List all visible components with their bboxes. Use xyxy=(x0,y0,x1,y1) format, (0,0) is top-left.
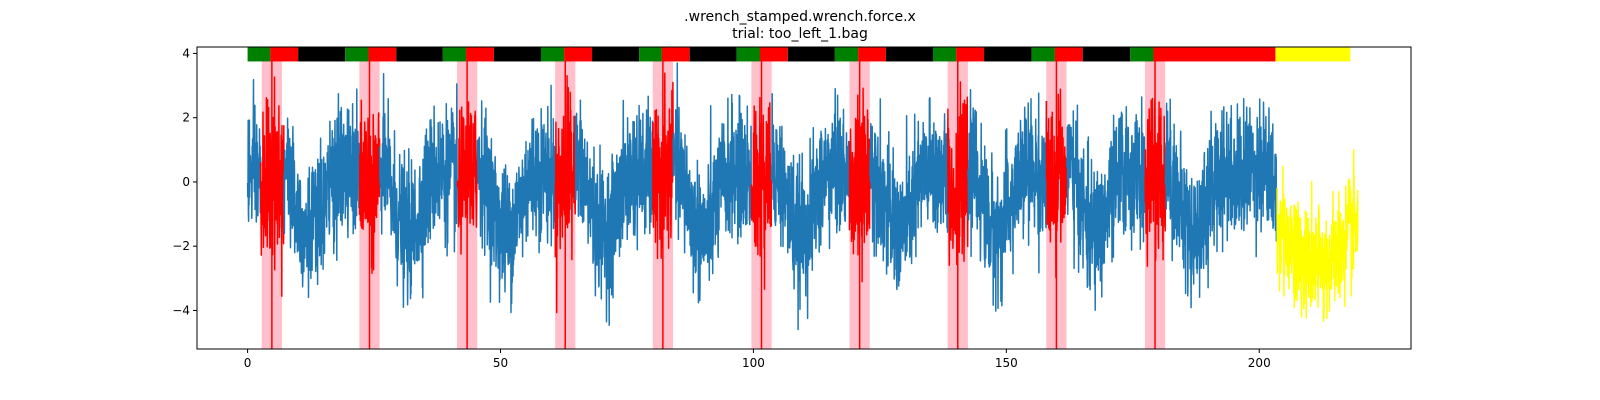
signal-line-1 xyxy=(246,79,262,223)
signal-line-19 xyxy=(1065,96,1146,312)
tail-line-22 xyxy=(1276,148,1359,323)
phase-black-1 xyxy=(298,47,346,62)
signal-line-7 xyxy=(476,84,557,314)
phase-green-1 xyxy=(247,47,271,62)
x-tick-label-100: 100 xyxy=(742,356,765,370)
y-tick-label--4: −4 xyxy=(172,303,190,317)
phase-red-10 xyxy=(1153,47,1276,62)
phase-green-10 xyxy=(1130,47,1154,62)
phase-red-7 xyxy=(858,47,886,62)
phase-green-7 xyxy=(834,47,859,62)
phase-yellow xyxy=(1275,47,1351,62)
phase-green-5 xyxy=(639,47,662,62)
signal-line-5 xyxy=(378,72,458,309)
phase-green-6 xyxy=(736,47,760,62)
phase-bar xyxy=(247,47,1351,62)
phase-red-9 xyxy=(1054,47,1083,62)
plot-frame xyxy=(196,46,1412,350)
phase-red-5 xyxy=(661,47,690,62)
signal-line-17 xyxy=(967,89,1048,312)
phase-black-8 xyxy=(984,47,1032,62)
phase-black-4 xyxy=(592,47,640,62)
signal-line-3 xyxy=(283,88,361,299)
y-tick-label-4: 4 xyxy=(182,46,190,60)
x-tick-label-0: 0 xyxy=(244,356,252,370)
phase-green-4 xyxy=(540,47,565,62)
phase-red-3 xyxy=(466,47,494,62)
phase-green-8 xyxy=(932,47,957,62)
y-tick-label--2: −2 xyxy=(172,239,190,253)
phase-red-4 xyxy=(564,47,593,62)
y-axis: −4 −2 0 2 4 xyxy=(172,46,197,317)
y-tick-label-2: 2 xyxy=(182,111,190,125)
phase-black-2 xyxy=(396,47,443,62)
signal-line-11 xyxy=(672,62,753,304)
phase-red-8 xyxy=(956,47,985,62)
phase-green-2 xyxy=(345,47,369,62)
phase-red-2 xyxy=(368,47,397,62)
phase-red-1 xyxy=(270,47,299,62)
y-tick-label-0: 0 xyxy=(182,175,190,189)
marker-lines xyxy=(271,47,1156,349)
x-axis: 0 50 100 150 200 xyxy=(244,349,1271,370)
phase-green-3 xyxy=(442,47,467,62)
series-lines xyxy=(246,62,1359,331)
phase-black-9 xyxy=(1082,47,1131,62)
phase-black-5 xyxy=(689,47,737,62)
x-tick-label-150: 150 xyxy=(995,356,1018,370)
signal-line-13 xyxy=(770,87,851,331)
phase-red-6 xyxy=(759,47,788,62)
chart-title: .wrench_stamped.wrench.force.x xyxy=(684,9,916,25)
phase-green-9 xyxy=(1031,47,1055,62)
x-tick-label-200: 200 xyxy=(1248,356,1271,370)
chart-subtitle: trial: too_left_1.bag xyxy=(732,26,868,42)
x-tick-label-50: 50 xyxy=(493,356,508,370)
signal-line-21 xyxy=(1164,97,1278,309)
phase-black-7 xyxy=(885,47,933,62)
signal-line-15 xyxy=(869,97,949,291)
signal-line-9 xyxy=(574,95,654,327)
phase-black-6 xyxy=(787,47,835,62)
phase-black-3 xyxy=(493,47,541,62)
